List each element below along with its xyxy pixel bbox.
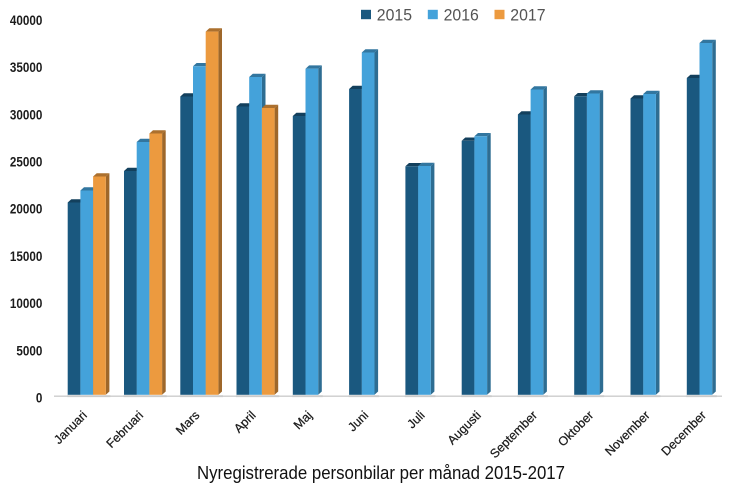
svg-text:30000: 30000 xyxy=(10,106,43,122)
svg-text:15000: 15000 xyxy=(10,248,43,264)
svg-text:25000: 25000 xyxy=(10,154,43,170)
svg-text:10000: 10000 xyxy=(10,295,43,311)
svg-text:2017: 2017 xyxy=(510,6,545,25)
svg-text:5000: 5000 xyxy=(16,342,42,358)
svg-text:2015: 2015 xyxy=(377,6,412,25)
svg-text:40000: 40000 xyxy=(10,12,43,28)
svg-text:20000: 20000 xyxy=(10,201,43,217)
svg-text:35000: 35000 xyxy=(10,59,43,75)
svg-text:2016: 2016 xyxy=(444,6,479,25)
svg-text:Nyregistrerade personbilar per: Nyregistrerade personbilar per månad 201… xyxy=(197,462,565,483)
svg-text:0: 0 xyxy=(36,390,43,406)
